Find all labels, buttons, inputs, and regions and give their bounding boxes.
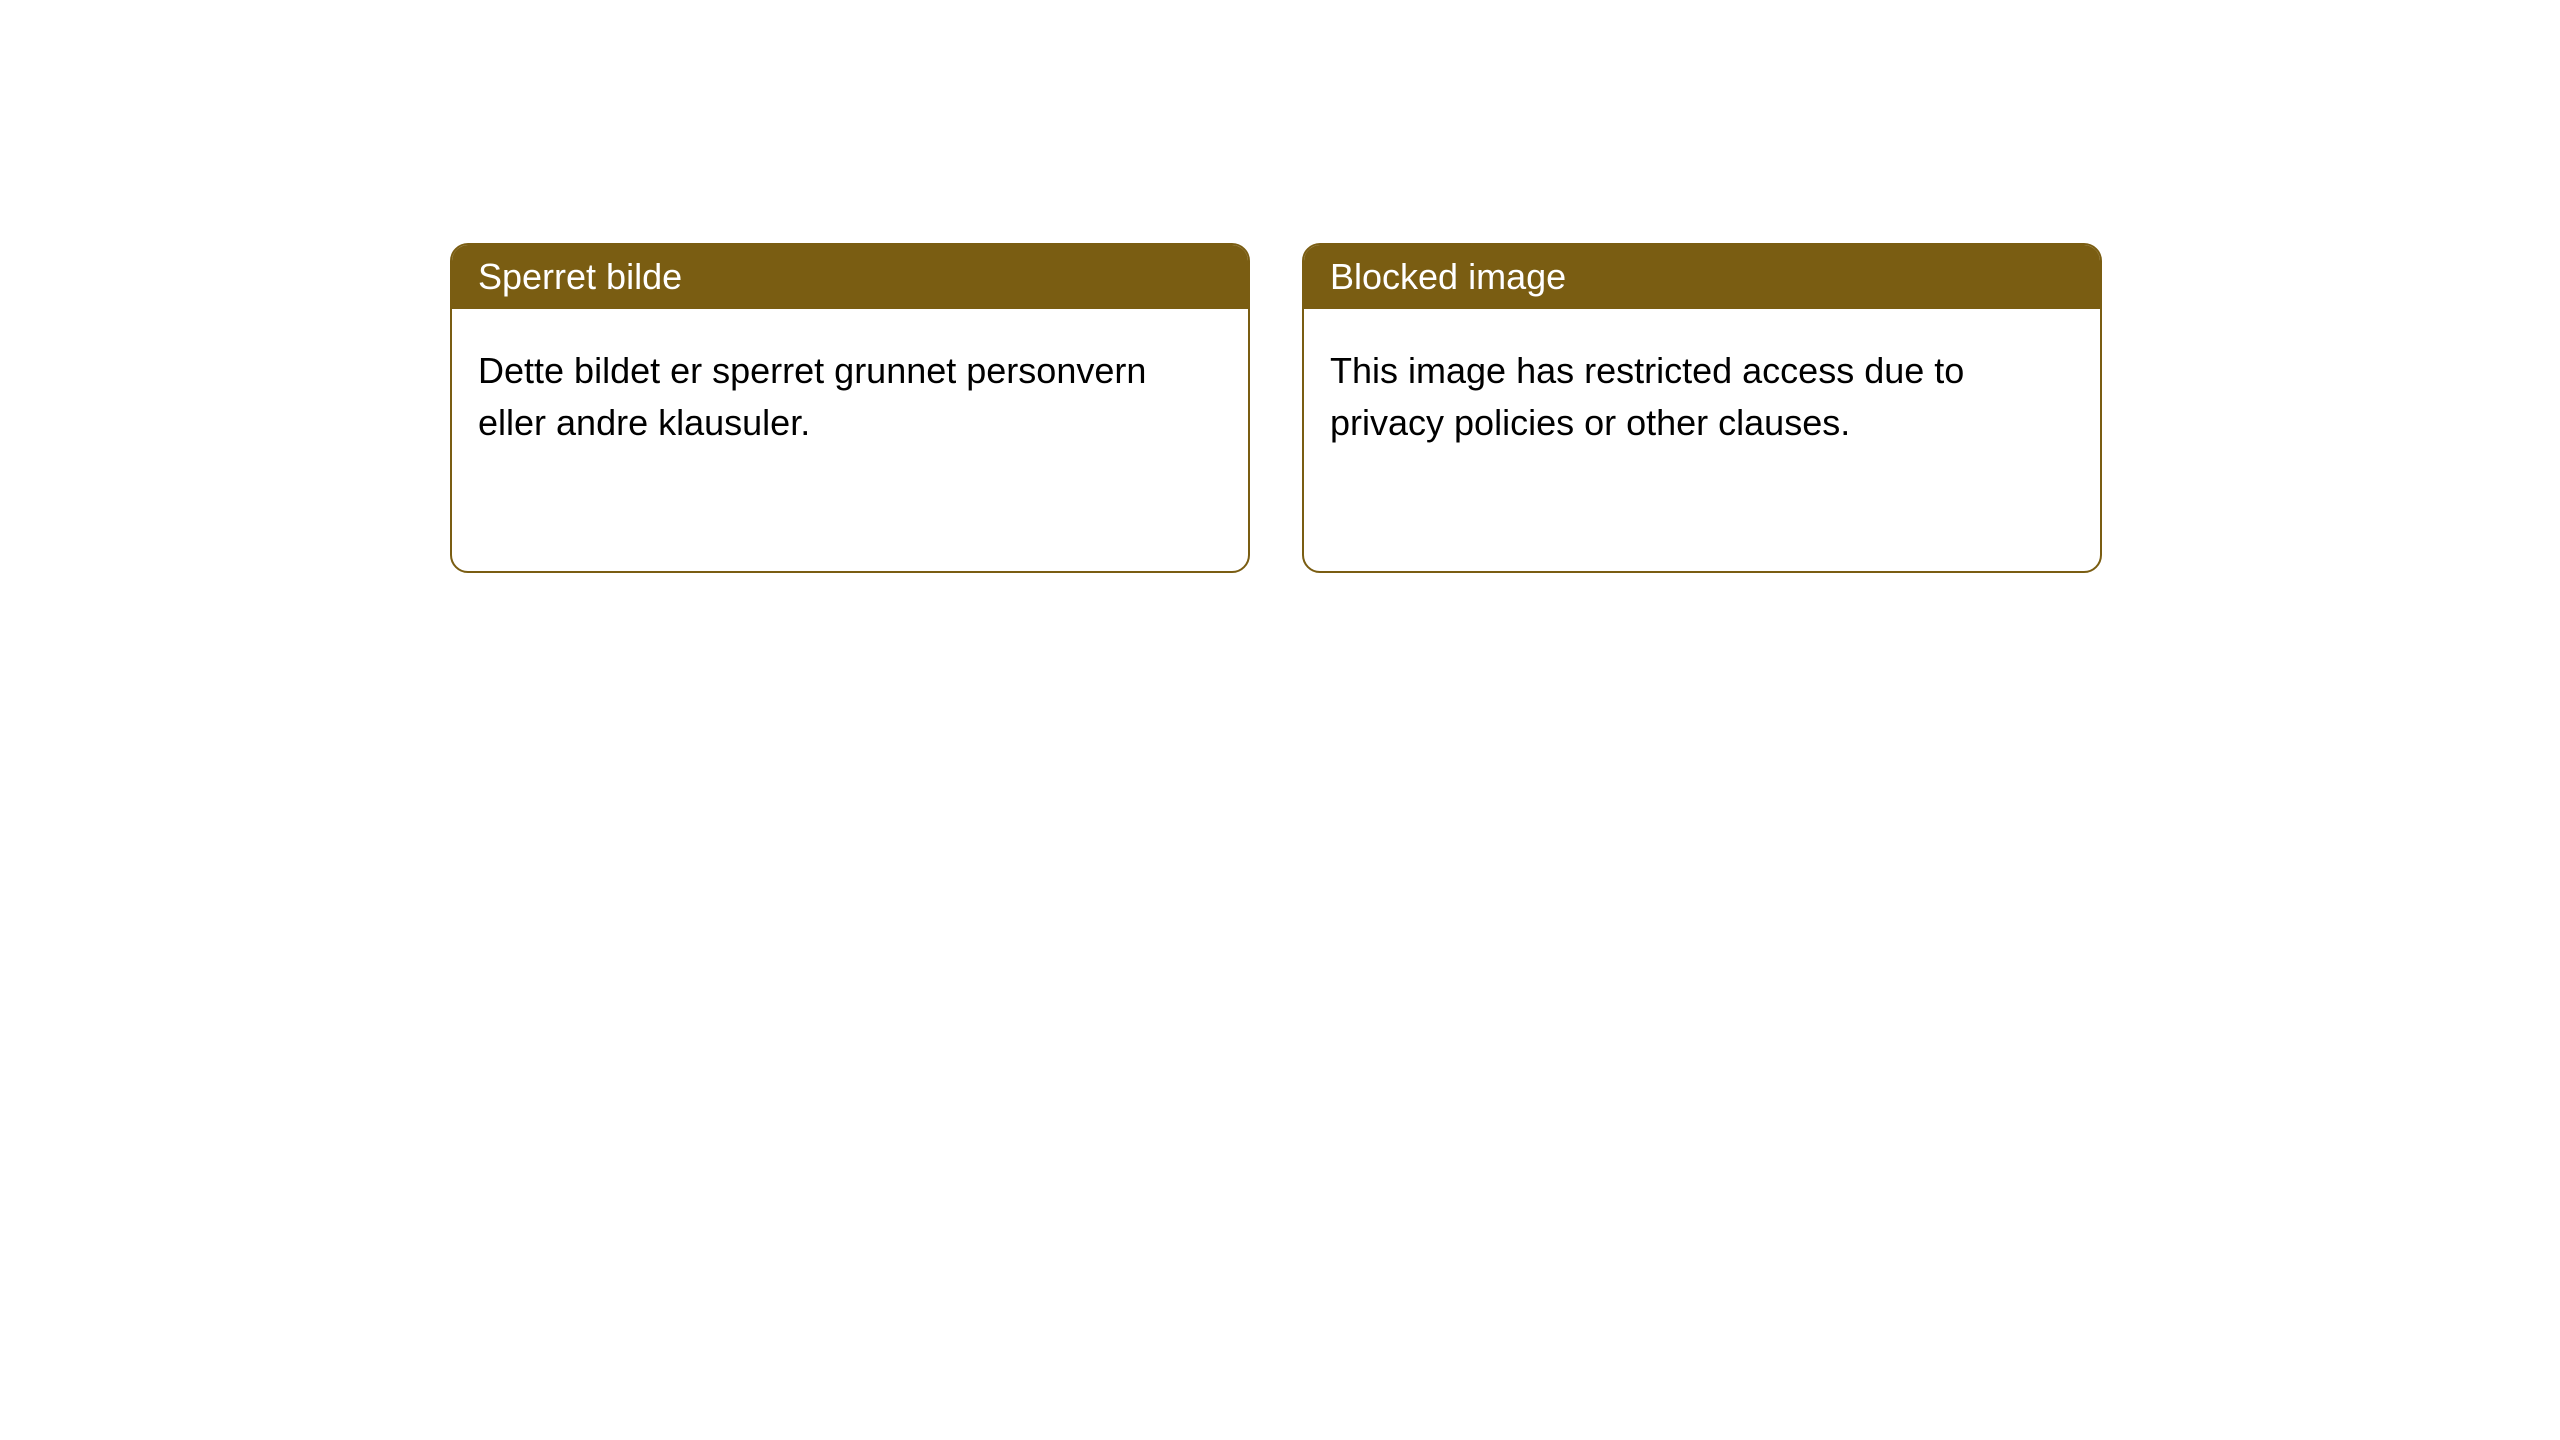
notice-container: Sperret bilde Dette bildet er sperret gr…	[0, 0, 2560, 573]
card-title: Blocked image	[1304, 245, 2100, 309]
notice-card-english: Blocked image This image has restricted …	[1302, 243, 2102, 573]
card-body-text: This image has restricted access due to …	[1304, 309, 2100, 475]
notice-card-norwegian: Sperret bilde Dette bildet er sperret gr…	[450, 243, 1250, 573]
card-title: Sperret bilde	[452, 245, 1248, 309]
card-body-text: Dette bildet er sperret grunnet personve…	[452, 309, 1248, 475]
